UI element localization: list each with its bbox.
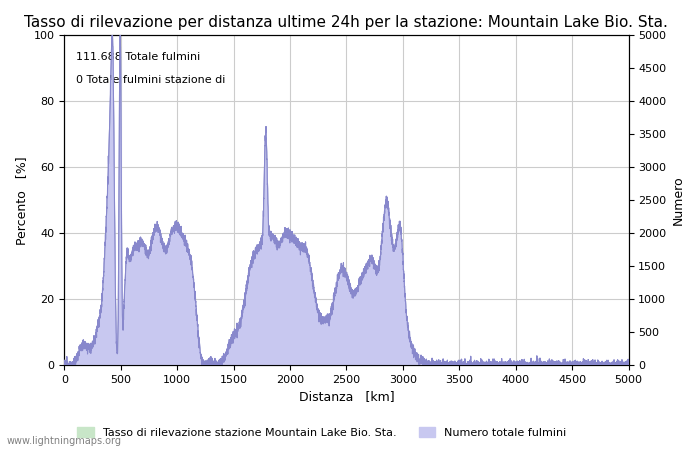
Title: Tasso di rilevazione per distanza ultime 24h per la stazione: Mountain Lake Bio.: Tasso di rilevazione per distanza ultime… (25, 15, 668, 30)
Y-axis label: Percento   [%]: Percento [%] (15, 156, 28, 245)
X-axis label: Distanza   [km]: Distanza [km] (299, 391, 394, 404)
Text: 0 Totale fulmini stazione di: 0 Totale fulmini stazione di (76, 75, 225, 85)
Text: www.lightningmaps.org: www.lightningmaps.org (7, 436, 122, 446)
Y-axis label: Numero: Numero (672, 176, 685, 225)
Legend: Tasso di rilevazione stazione Mountain Lake Bio. Sta., Numero totale fulmini: Tasso di rilevazione stazione Mountain L… (73, 423, 571, 442)
Text: 111.688 Totale fulmini: 111.688 Totale fulmini (76, 52, 200, 62)
